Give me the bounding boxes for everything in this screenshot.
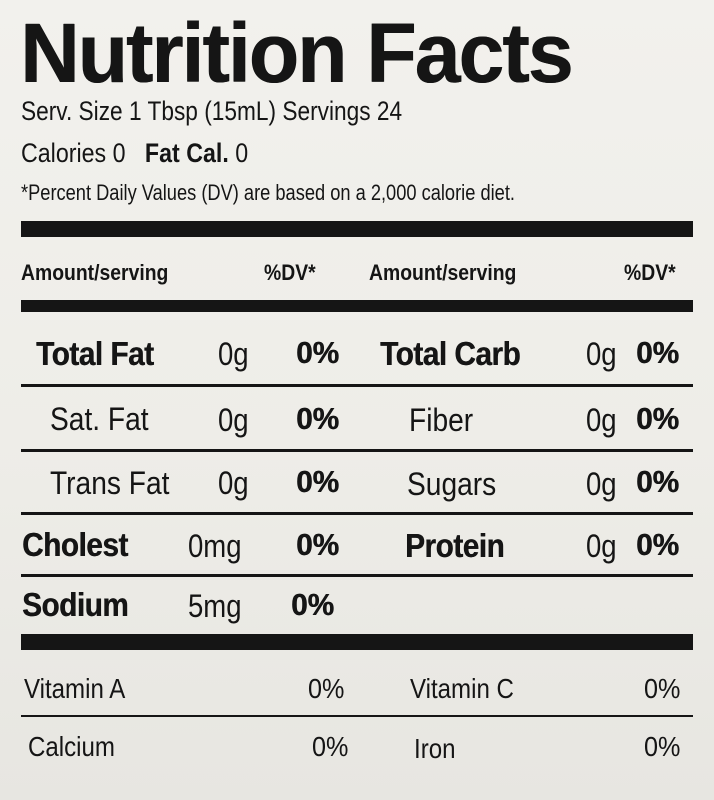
sat-fat-dv: 0%	[296, 401, 340, 436]
header-amount-left: Amount/serving	[21, 260, 169, 285]
fiber-label: Fiber	[409, 402, 474, 438]
calcium-dv: 0%	[312, 731, 349, 762]
vitamin-divider	[21, 715, 693, 717]
total-carb-dv: 0%	[636, 335, 680, 370]
label-title: Nutrition Facts	[20, 6, 573, 100]
vitamin-c-label: Vitamin C	[410, 673, 514, 704]
fat-calories-value: 0	[235, 138, 249, 168]
sat-fat-label: Sat. Fat	[50, 401, 149, 437]
sugars-dv: 0%	[636, 464, 680, 499]
calcium-label: Calcium	[28, 731, 115, 762]
divider-thick-top	[21, 221, 693, 237]
sodium-dv: 0%	[291, 587, 335, 622]
calories-label: Calories	[21, 138, 107, 168]
row-divider-2	[21, 449, 693, 452]
calories-line: Calories 0 Fat Cal. 0	[21, 140, 248, 167]
cholest-amount: 0mg	[188, 528, 242, 564]
sugars-label: Sugars	[407, 466, 497, 502]
total-fat-amount: 0g	[218, 336, 249, 372]
daily-value-note: *Percent Daily Values (DV) are based on …	[21, 180, 515, 205]
row-divider-1	[21, 384, 693, 387]
divider-thick-vitamins	[21, 634, 693, 650]
sat-fat-amount: 0g	[218, 402, 249, 438]
total-carb-amount: 0g	[586, 336, 617, 372]
fiber-dv: 0%	[636, 401, 680, 436]
vitamin-c-dv: 0%	[644, 673, 681, 704]
protein-dv: 0%	[636, 527, 680, 562]
sodium-label: Sodium	[22, 586, 129, 623]
iron-dv: 0%	[644, 731, 681, 762]
trans-fat-amount: 0g	[218, 465, 249, 501]
total-fat-dv: 0%	[296, 335, 340, 370]
protein-amount: 0g	[586, 528, 617, 564]
protein-label: Protein	[405, 527, 505, 564]
sodium-amount: 5mg	[188, 588, 242, 624]
row-divider-3	[21, 512, 693, 515]
serving-info: Serv. Size 1 Tbsp (15mL) Servings 24	[21, 96, 403, 126]
sugars-amount: 0g	[586, 466, 617, 502]
header-dv-left: %DV*	[264, 260, 316, 285]
total-carb-label: Total Carb	[380, 335, 521, 372]
cholest-label: Cholest	[22, 526, 128, 563]
divider-header	[21, 300, 693, 312]
fat-calories-label: Fat Cal.	[144, 138, 229, 168]
calories-value: 0	[112, 138, 126, 168]
vitamin-a-dv: 0%	[308, 673, 345, 704]
total-fat-label: Total Fat	[36, 335, 154, 372]
vitamin-a-label: Vitamin A	[24, 673, 126, 704]
fiber-amount: 0g	[586, 402, 617, 438]
row-divider-4	[21, 574, 693, 577]
header-amount-right: Amount/serving	[369, 260, 517, 285]
cholest-dv: 0%	[296, 527, 340, 562]
header-dv-right: %DV*	[624, 260, 676, 285]
iron-label: Iron	[414, 733, 456, 764]
trans-fat-label: Trans Fat	[50, 465, 170, 501]
trans-fat-dv: 0%	[296, 464, 340, 499]
